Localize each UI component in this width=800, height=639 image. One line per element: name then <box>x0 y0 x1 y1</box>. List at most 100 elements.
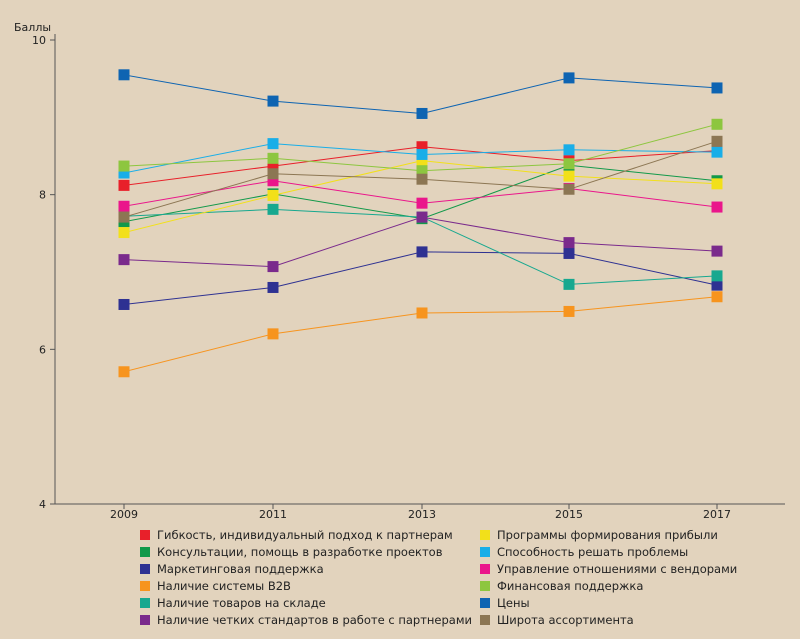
data-point <box>711 279 723 291</box>
data-point <box>118 200 130 212</box>
y-axis-label: Баллы <box>14 21 51 34</box>
legend-swatch <box>140 614 150 625</box>
data-point <box>563 237 575 249</box>
legend-item: Маркетинговая поддержка <box>140 560 480 577</box>
legend-label: Наличие четких стандартов в работе с пар… <box>157 612 472 627</box>
data-point <box>711 146 723 158</box>
data-point <box>711 245 723 257</box>
legend-swatch <box>480 546 490 557</box>
legend-item: Консультации, помощь в разработке проект… <box>140 543 480 560</box>
legend-swatch <box>480 529 490 540</box>
data-point <box>711 270 723 282</box>
series-line <box>123 216 718 268</box>
data-point <box>267 189 279 201</box>
data-point <box>118 167 130 179</box>
data-point <box>267 168 279 180</box>
legend-swatch <box>480 614 490 625</box>
data-point <box>711 291 723 303</box>
series-line <box>123 251 718 305</box>
data-point <box>416 197 428 209</box>
data-point <box>118 227 130 239</box>
legend-swatch <box>140 546 150 557</box>
legend-label: Консультации, помощь в разработке проект… <box>157 544 443 559</box>
data-point <box>267 261 279 273</box>
data-point <box>118 211 130 223</box>
legend-swatch <box>140 580 150 591</box>
data-point <box>563 144 575 156</box>
data-point <box>267 160 279 172</box>
data-point <box>711 201 723 213</box>
legend-item: Широта ассортимента <box>480 611 760 628</box>
data-point <box>267 95 279 107</box>
legend-swatch <box>480 563 490 574</box>
y-tick-label: 4 <box>39 498 46 511</box>
x-tick-label: 2009 <box>110 508 138 521</box>
x-tick-label: 2013 <box>408 508 436 521</box>
data-point <box>118 69 130 81</box>
data-point <box>711 118 723 130</box>
legend-item: Управление отношениями с вендорами <box>480 560 760 577</box>
legend-item: Наличие системы B2B <box>140 577 480 594</box>
data-point <box>711 82 723 94</box>
data-point <box>267 138 279 150</box>
data-point <box>267 203 279 215</box>
legend-label: Наличие системы B2B <box>157 578 291 593</box>
legend-label: Маркетинговая поддержка <box>157 561 324 576</box>
y-tick-label: 8 <box>39 189 46 202</box>
legend-swatch <box>480 597 490 608</box>
data-point <box>416 307 428 319</box>
data-point <box>267 281 279 293</box>
legend-label: Управление отношениями с вендорами <box>497 561 738 576</box>
data-point <box>563 247 575 259</box>
data-point <box>563 278 575 290</box>
x-tick-label: 2017 <box>703 508 731 521</box>
data-point <box>416 211 428 223</box>
legend-swatch <box>480 580 490 591</box>
data-point <box>416 107 428 119</box>
data-point <box>118 366 130 378</box>
data-point <box>416 141 428 153</box>
data-point <box>563 170 575 182</box>
legend-item: Наличие товаров на складе <box>140 594 480 611</box>
y-tick-label: 6 <box>39 343 46 356</box>
legend-item: Цены <box>480 594 760 611</box>
y-tick-label: 10 <box>32 34 46 47</box>
legend-item: Программы формирования прибыли <box>480 526 760 543</box>
data-point <box>711 135 723 147</box>
data-point <box>267 175 279 187</box>
legend-item: Гибкость, индивидуальный подход к партне… <box>140 526 480 543</box>
data-point <box>267 328 279 340</box>
data-point <box>563 183 575 195</box>
legend-item: Финансовая поддержка <box>480 577 760 594</box>
legend-label: Наличие товаров на складе <box>157 595 326 610</box>
legend: Гибкость, индивидуальный подход к партне… <box>140 526 760 628</box>
legend-item: Наличие четких стандартов в работе с пар… <box>140 611 480 628</box>
data-point <box>118 179 130 191</box>
data-point <box>118 160 130 172</box>
legend-label: Программы формирования прибыли <box>497 527 718 542</box>
legend-label: Широта ассортимента <box>497 612 634 627</box>
legend-label: Способность решать проблемы <box>497 544 689 559</box>
data-point <box>416 246 428 258</box>
x-tick-label: 2011 <box>259 508 287 521</box>
data-point <box>118 254 130 266</box>
legend-swatch <box>140 597 150 608</box>
series-line <box>123 74 718 115</box>
data-point <box>416 148 428 160</box>
data-point <box>563 72 575 84</box>
legend-label: Гибкость, индивидуальный подход к партне… <box>157 527 453 542</box>
legend-swatch <box>140 563 150 574</box>
data-point <box>416 173 428 185</box>
legend-label: Цены <box>497 595 530 610</box>
data-point <box>267 152 279 164</box>
data-point <box>416 155 428 167</box>
data-point <box>711 178 723 190</box>
data-point <box>416 165 428 177</box>
legend-swatch <box>140 529 150 540</box>
legend-item: Способность решать проблемы <box>480 543 760 560</box>
data-point <box>563 305 575 317</box>
data-point <box>118 298 130 310</box>
data-point <box>563 158 575 170</box>
